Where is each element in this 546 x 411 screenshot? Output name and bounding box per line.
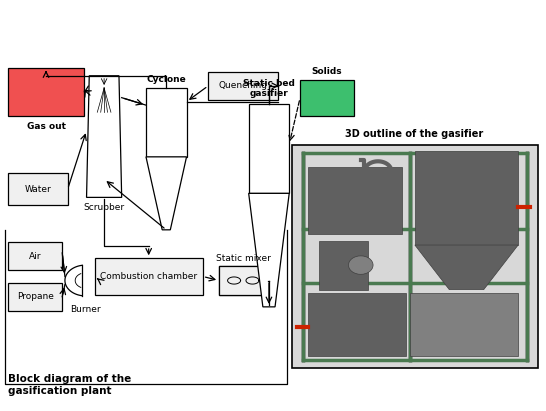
Bar — [308, 293, 406, 356]
Bar — [319, 240, 368, 290]
Polygon shape — [146, 157, 187, 230]
Bar — [410, 293, 518, 356]
Bar — [308, 167, 401, 234]
Polygon shape — [248, 193, 289, 307]
Text: Gas out: Gas out — [27, 122, 66, 132]
Bar — [248, 104, 289, 193]
Polygon shape — [415, 245, 518, 290]
Text: 3D outline of the gasifier: 3D outline of the gasifier — [346, 129, 484, 139]
Bar — [8, 68, 84, 116]
Polygon shape — [87, 76, 122, 197]
Text: Propane: Propane — [17, 292, 54, 301]
Text: Static bed
gasifier: Static bed gasifier — [243, 79, 295, 98]
Circle shape — [348, 256, 373, 274]
Text: Combustion chamber: Combustion chamber — [100, 272, 197, 281]
Bar — [219, 266, 268, 295]
Bar — [292, 145, 538, 368]
Text: Solids: Solids — [312, 67, 342, 76]
Text: Cyclone: Cyclone — [146, 75, 186, 84]
Bar — [8, 242, 62, 270]
Bar — [415, 151, 518, 245]
Bar — [300, 80, 354, 116]
Text: Air: Air — [29, 252, 41, 261]
Bar — [146, 88, 187, 157]
Bar — [208, 72, 278, 100]
Bar — [8, 173, 68, 206]
Bar — [219, 266, 268, 295]
Text: Burner: Burner — [70, 305, 101, 314]
Text: Static mixer: Static mixer — [216, 254, 271, 263]
Text: Water: Water — [25, 185, 51, 194]
Bar — [8, 282, 62, 311]
Bar — [94, 258, 203, 295]
Text: Block diagram of the
gasification plant: Block diagram of the gasification plant — [8, 374, 132, 396]
Text: Quenching: Quenching — [219, 81, 268, 90]
Text: Scrubber: Scrubber — [84, 203, 124, 212]
